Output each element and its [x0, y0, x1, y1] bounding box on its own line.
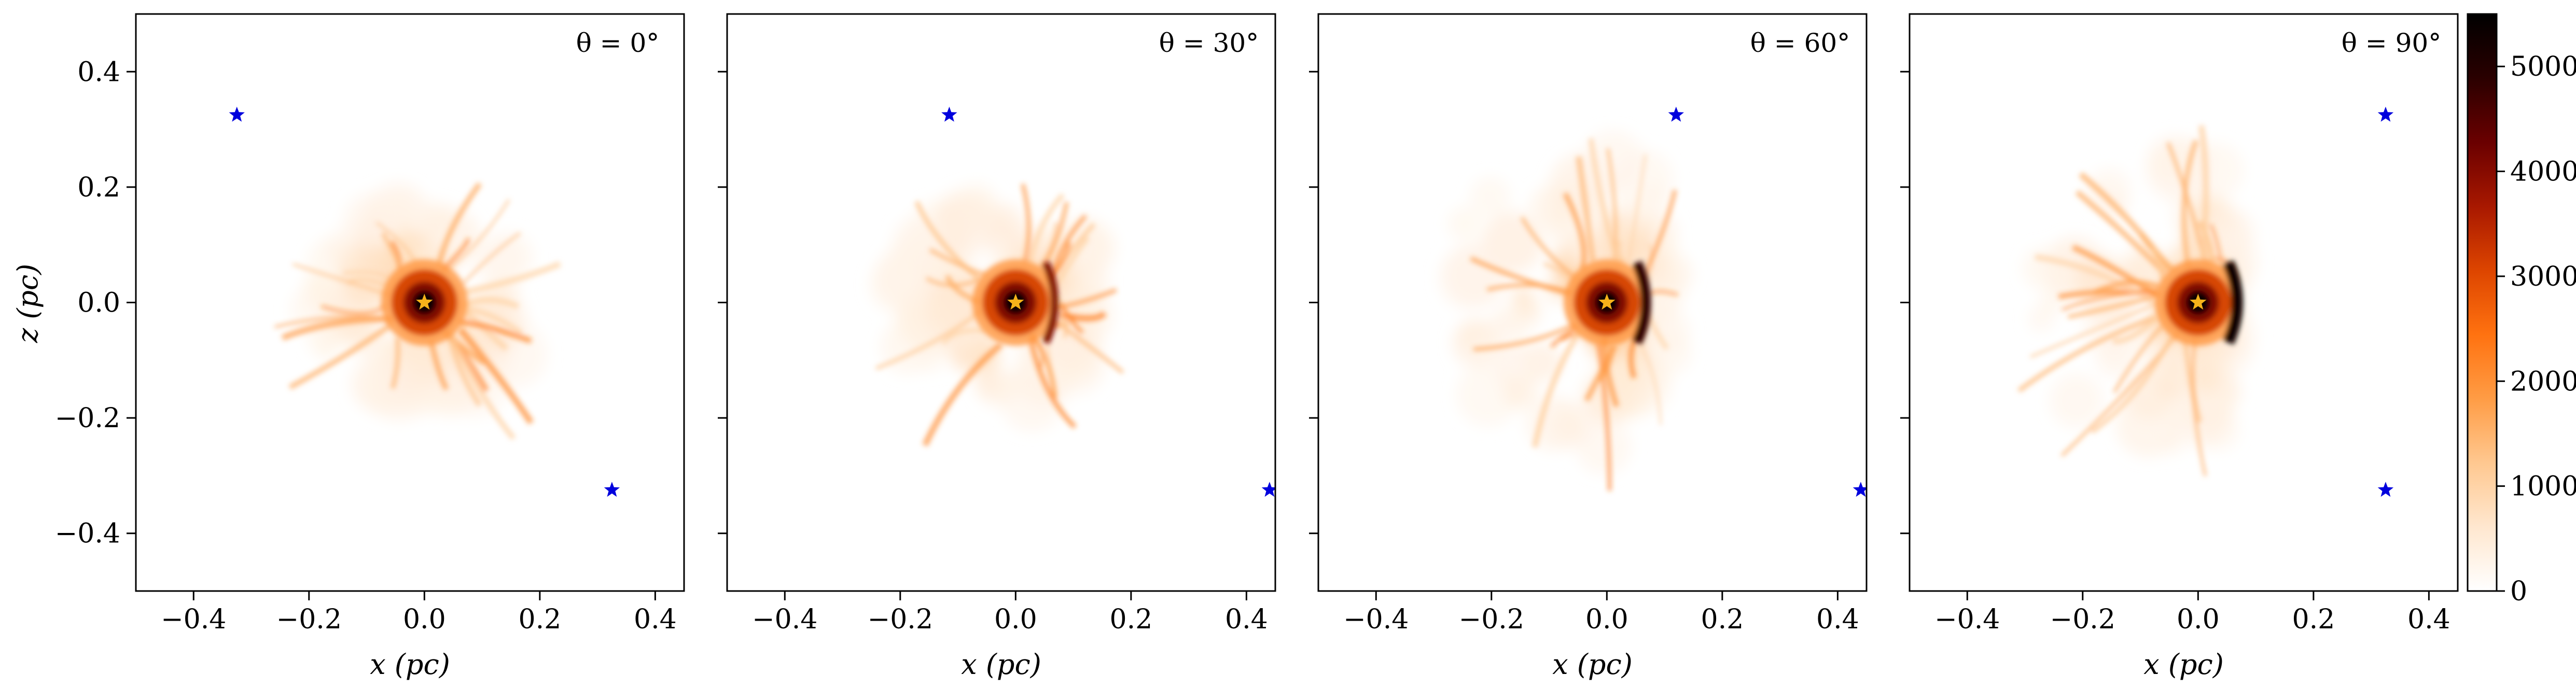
- x-tick-label: 0.4: [1225, 604, 1268, 635]
- colorbar-tick-label: 1000: [2510, 471, 2576, 502]
- x-axis-label: x (pc): [961, 648, 1041, 681]
- colorbar-ticks: 0 1000 2000 3000 4000 5000: [2497, 51, 2576, 607]
- x-tick-label: 0.4: [634, 604, 677, 635]
- colorbar-tick-label: 2000: [2510, 366, 2576, 397]
- x-tick-label: −0.4: [1934, 604, 2000, 635]
- x-tick-label: 0.2: [518, 604, 561, 635]
- y-tick-label: 0.0: [77, 288, 120, 319]
- colorbar-tick-label: 3000: [2510, 261, 2576, 292]
- background-star-marker: [1261, 482, 1275, 497]
- filaments: [274, 182, 562, 440]
- x-tick-label: 0.4: [2407, 604, 2450, 635]
- central-star-marker: [1598, 293, 1616, 310]
- panel-label: θ = 30°: [1159, 28, 1259, 58]
- colorbar-tick-label: 4000: [2510, 157, 2576, 188]
- y-tick-label: −0.4: [55, 518, 120, 550]
- x-tick-label: 0.2: [2292, 604, 2335, 635]
- x-tick-label: 0.0: [2177, 604, 2220, 635]
- x-tick-label: 0.4: [1816, 604, 1859, 635]
- background-star-marker: [2377, 106, 2394, 122]
- emission-map: [1910, 14, 2458, 591]
- x-tick-label: 0.0: [403, 604, 446, 635]
- x-tick-label: 0.0: [994, 604, 1037, 635]
- x-tick-label: −0.2: [2050, 604, 2115, 635]
- y-tick-label: 0.2: [77, 172, 120, 203]
- x-tick-label: −0.4: [752, 604, 817, 635]
- panel-label: θ = 90°: [2342, 28, 2441, 58]
- panel-theta-60: θ = 60° −0.4 −0.2 0.0 0.2 0.4 x (pc): [1309, 13, 1868, 681]
- background-star-marker: [2377, 482, 2394, 497]
- filaments: [2017, 125, 2238, 476]
- panel-theta-0: θ = 0° −0.4 −0.2 0.0 0.2 0.4 −0.4 −0.2 0.0 0.2 0.4…: [55, 13, 685, 681]
- y-tick-label: 0.4: [77, 57, 120, 88]
- panel-theta-30: θ = 30° −0.4 −0.2 0.0 0.2 0.4 x (pc): [718, 13, 1276, 681]
- background-star-marker: [229, 106, 245, 122]
- x-tick-label: −0.2: [868, 604, 933, 635]
- central-star-marker: [2190, 293, 2207, 310]
- background-star-marker: [1853, 482, 1867, 497]
- x-tick-label: −0.2: [276, 604, 342, 635]
- x-tick-label: 0.0: [1585, 604, 1628, 635]
- y-tick-label: −0.2: [55, 403, 120, 434]
- y-axis-label: z (pc): [11, 264, 44, 344]
- background-star-marker: [941, 106, 957, 122]
- x-tick-label: 0.2: [1109, 604, 1152, 635]
- x-tick-label: −0.4: [161, 604, 226, 635]
- panel-theta-90: θ = 90° −0.4 −0.2 0.0 0.2 0.4 x (pc): [1900, 13, 2459, 681]
- panel-label: θ = 0°: [576, 28, 660, 58]
- colorbar: 0 1000 2000 3000 4000 5000: [2467, 13, 2576, 607]
- panel-label: θ = 60°: [1750, 28, 1850, 58]
- central-star-marker: [1007, 293, 1024, 310]
- x-axis-label: x (pc): [370, 648, 450, 681]
- x-axis-label: x (pc): [1552, 648, 1633, 681]
- emission-map: [136, 14, 684, 591]
- x-tick-label: −0.4: [1343, 604, 1409, 635]
- background-star-marker: [604, 482, 620, 497]
- colorbar-frame: [2467, 13, 2498, 592]
- x-axis-label: x (pc): [2143, 648, 2224, 681]
- x-tick-label: −0.2: [1459, 604, 1524, 635]
- colorbar-gradient: [2468, 14, 2497, 591]
- colorbar-tick-label: 0: [2510, 576, 2527, 607]
- filaments: [1470, 138, 1678, 491]
- emission-map: [727, 14, 1275, 591]
- background-star-marker: [1668, 106, 1684, 122]
- x-tick-label: 0.2: [1701, 604, 1744, 635]
- colorbar-tick-label: 5000: [2510, 51, 2576, 82]
- central-star-marker: [416, 293, 433, 310]
- emission-map: [1318, 14, 1867, 591]
